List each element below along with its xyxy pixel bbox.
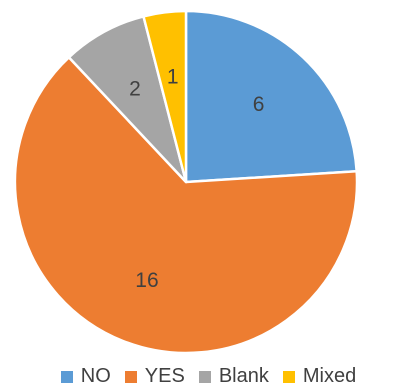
legend-label-blank: Blank	[218, 365, 269, 387]
legend-label-no: NO	[80, 365, 111, 387]
data-label-mixed: 1	[167, 65, 179, 88]
legend-item-no: NO	[60, 365, 111, 388]
data-label-no: 6	[253, 93, 265, 116]
legend-swatch-yes	[124, 370, 137, 383]
pie-slice-mixed	[142, 9, 188, 184]
legend-swatch-no	[60, 370, 73, 383]
legend: NO YES Blank Mixed	[0, 364, 417, 389]
legend-item-yes: YES	[124, 365, 185, 388]
pie-slice-yes	[13, 56, 359, 355]
data-label-blank: 2	[129, 78, 141, 101]
pie-plot-area: 6 16 2 1	[13, 9, 359, 355]
legend-item-blank: Blank	[198, 365, 269, 388]
legend-label-mixed: Mixed	[302, 365, 357, 387]
legend-item-mixed: Mixed	[282, 365, 357, 388]
legend-swatch-mixed	[282, 370, 295, 383]
pie-slice-no	[184, 9, 358, 184]
data-label-yes: 16	[135, 269, 158, 292]
legend-label-yes: YES	[144, 365, 185, 387]
legend-swatch-blank	[198, 370, 211, 383]
